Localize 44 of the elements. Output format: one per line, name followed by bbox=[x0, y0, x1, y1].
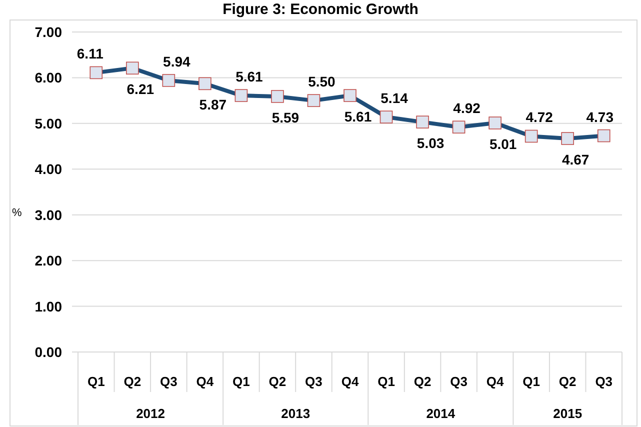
y-tick-label: 4.00 bbox=[34, 161, 62, 178]
x-tick-label: Q2 bbox=[268, 374, 286, 389]
data-label: 5.01 bbox=[489, 136, 517, 152]
data-label: 5.61 bbox=[344, 108, 372, 125]
text: 2013 bbox=[281, 406, 310, 421]
data-label: 5.61 bbox=[236, 68, 264, 85]
data-label: 5.59 bbox=[272, 109, 300, 126]
y-tick-label: 0.00 bbox=[34, 344, 62, 360]
x-tick-label: Q4 bbox=[486, 374, 505, 389]
x-tick-label: Q1 bbox=[232, 374, 250, 389]
text: 2014 bbox=[426, 406, 456, 421]
data-label: 6.21 bbox=[126, 81, 154, 98]
x-tick-label: Q1 bbox=[522, 374, 540, 389]
data-label: 4.72 bbox=[526, 109, 554, 126]
x-tick-label: Q3 bbox=[160, 374, 178, 389]
x-tick-label: Q4 bbox=[341, 374, 360, 389]
y-tick-label: 2.00 bbox=[34, 252, 62, 269]
data-label: 4.92 bbox=[453, 100, 481, 116]
text: 2015 bbox=[553, 406, 582, 421]
x-tick-label: Q1 bbox=[87, 374, 105, 389]
data-label: 4.67 bbox=[562, 152, 590, 168]
data-label: 5.87 bbox=[199, 96, 227, 113]
y-tick-label: 3.00 bbox=[34, 206, 62, 223]
data-label: 4.73 bbox=[586, 108, 614, 125]
x-tick-label: Q3 bbox=[305, 374, 322, 389]
data-label: 5.50 bbox=[308, 74, 336, 90]
x-tick-label: Q2 bbox=[124, 374, 142, 389]
x-tick-label: Q4 bbox=[196, 374, 214, 389]
data-label: 5.14 bbox=[380, 90, 408, 106]
x-tick-label: Q2 bbox=[414, 374, 432, 389]
x-tick-label: Q1 bbox=[378, 374, 395, 389]
text: 2012 bbox=[136, 406, 165, 421]
y-axis-title: % bbox=[12, 207, 22, 219]
data-label: 5.94 bbox=[163, 53, 191, 70]
y-tick-label: 7.00 bbox=[34, 24, 62, 40]
x-tick-label: Q3 bbox=[450, 374, 468, 389]
x-tick-label: Q2 bbox=[558, 374, 576, 389]
chart-title: Figure 3: Economic Growth bbox=[222, 1, 418, 18]
y-tick-label: 5.00 bbox=[34, 115, 62, 132]
data-label: 5.03 bbox=[416, 135, 444, 152]
y-tick-label: 6.00 bbox=[34, 70, 62, 86]
y-tick-label: 1.00 bbox=[34, 298, 62, 314]
x-tick-label: Q3 bbox=[595, 374, 613, 389]
data-label: 6.11 bbox=[76, 46, 104, 62]
